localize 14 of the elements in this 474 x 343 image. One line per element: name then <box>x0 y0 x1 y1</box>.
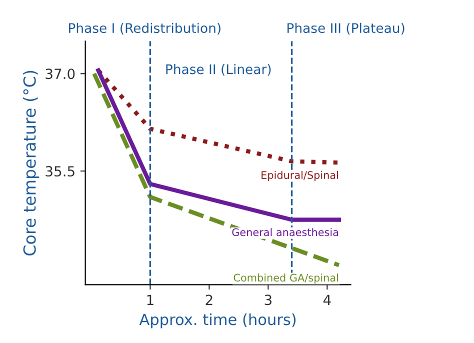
ref-line-label: Phase I (Redistribution) <box>69 22 220 35</box>
series-label: Epidural/Spinal <box>262 170 338 182</box>
x-tick-label: 3 <box>264 294 272 306</box>
x-axis-title: Approx. time (hours) <box>139 313 296 328</box>
x-tick-label: 1 <box>147 294 154 305</box>
y-axis-title: Core temperature (°C) <box>23 70 40 256</box>
ref-line-label: Phase III (Plateau) <box>288 22 404 35</box>
series-label: General anaesthesia <box>232 228 338 236</box>
annotation: Phase II (Linear) <box>166 64 271 76</box>
series-label: Combined GA/spinal <box>234 274 338 284</box>
y-tick-label: 37.0 <box>46 68 75 80</box>
y-tick-label: 35.5 <box>46 166 74 177</box>
x-tick-label: 2 <box>206 294 212 305</box>
x-tick-label: 4 <box>323 294 331 305</box>
